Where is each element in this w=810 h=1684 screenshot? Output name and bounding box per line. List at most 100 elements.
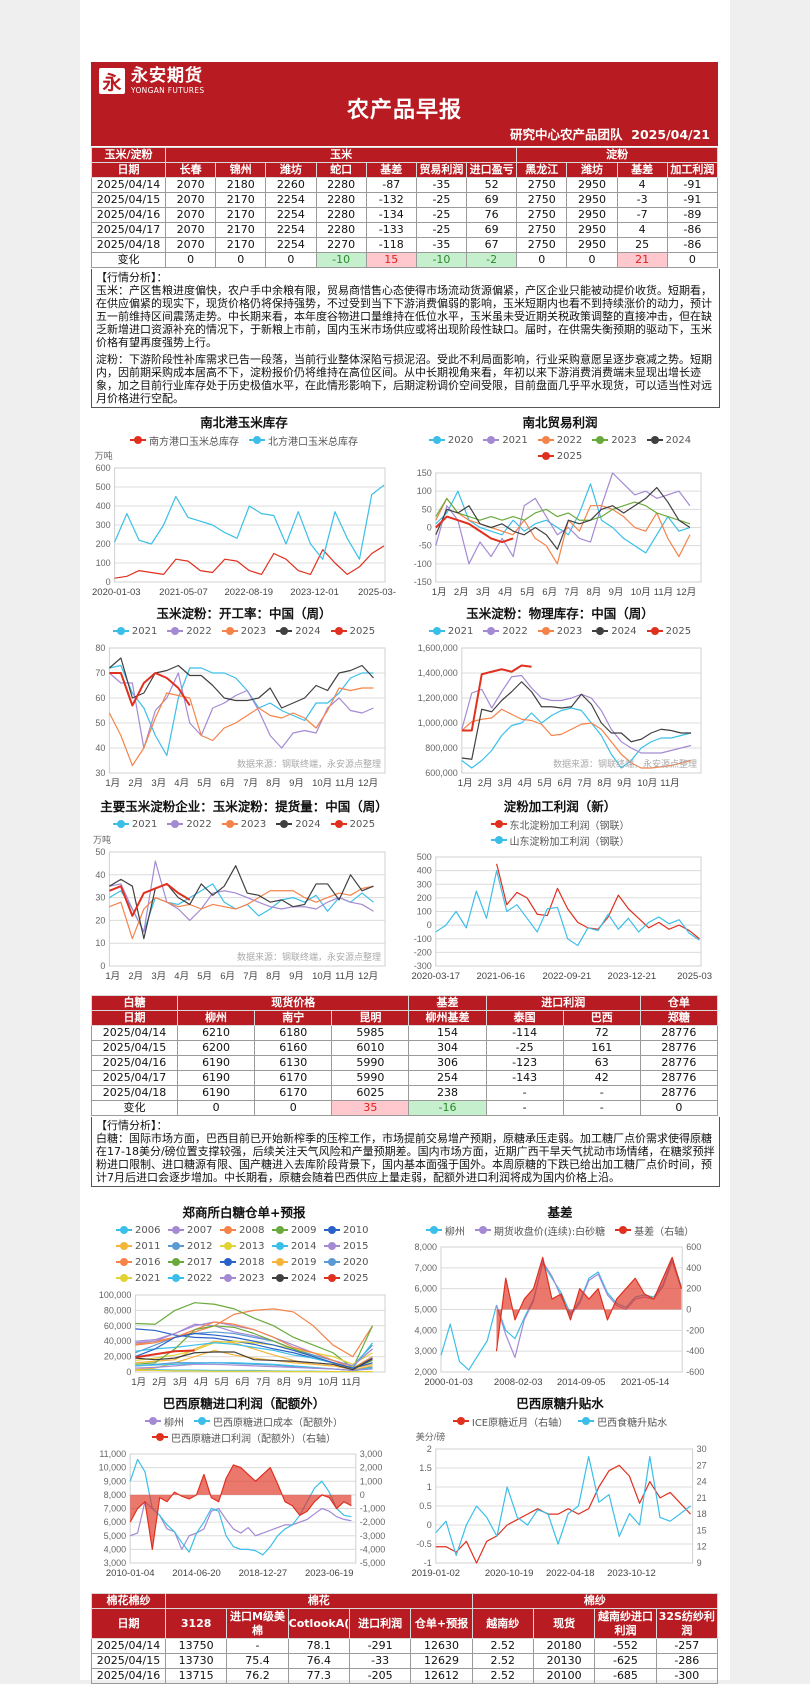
x-tick-label: 3月 xyxy=(151,778,166,789)
legend-item[interactable]: 巴西原糖进口成本（配额外） xyxy=(194,1414,343,1429)
series-line xyxy=(435,472,691,565)
legend-item[interactable]: 2025 xyxy=(330,624,375,638)
legend-item[interactable]: 2022 xyxy=(537,433,582,447)
legend-item[interactable]: 2023 xyxy=(221,624,267,638)
legend-label: 2011 xyxy=(135,1240,161,1252)
x-tick-label: 6月 xyxy=(220,778,235,789)
legend-item[interactable]: 基差（右轴） xyxy=(615,1223,694,1238)
legend-item[interactable]: 2025 xyxy=(646,624,691,638)
legend-label: 2006 xyxy=(135,1224,161,1236)
table-row: 2025/04/17 2070 2170 2254 2280 -133 -25 69 2750 2… xyxy=(91,222,719,238)
legend-item[interactable]: 柳州 xyxy=(145,1414,184,1429)
y-tick-label: 300 xyxy=(417,879,432,889)
value-cell: 6130 xyxy=(254,1055,333,1071)
chart-sugar-warehouse-receipts: 郑商所白糖仓单+预报 2006 2007 2008 2009 2010 2011 2012 20… xyxy=(91,1202,397,1390)
legend-item[interactable]: 2010 xyxy=(324,1223,372,1237)
legend-item[interactable]: 2023 xyxy=(221,817,266,831)
value-cell: 2070 xyxy=(164,222,217,238)
legend-item[interactable]: 山东淀粉加工利润（钢联） xyxy=(490,833,630,848)
x-tick-label: 1月 xyxy=(105,971,120,982)
legend-item[interactable]: 2024 xyxy=(276,817,321,831)
group-header: 白糖 xyxy=(91,995,178,1011)
y2-tick-label: 18 xyxy=(697,1509,707,1519)
legend-marker-icon xyxy=(428,436,445,444)
legend-item[interactable]: 东北淀粉加工利润（钢联） xyxy=(490,817,630,832)
legend-item[interactable]: 2017 xyxy=(168,1255,216,1269)
value-cell: 2070 xyxy=(164,177,217,193)
legend-label: 2008 xyxy=(239,1224,265,1236)
legend-item[interactable]: 2021 xyxy=(112,624,157,638)
x-tick-label: 11月 xyxy=(654,587,673,598)
legend-item[interactable]: 2022 xyxy=(483,624,528,638)
legend-label: 期货收盘价(连续):白砂糖 xyxy=(493,1226,606,1238)
legend-item[interactable]: 2006 xyxy=(116,1223,164,1237)
change-label: 变化 xyxy=(91,1100,178,1116)
legend-marker-icon xyxy=(130,436,146,444)
x-tick-label: 11月 xyxy=(335,971,354,982)
chart-legend: 柳州 期货收盘价(连续):白砂糖 基差（右轴） xyxy=(407,1222,713,1238)
legend-item[interactable]: 2024 xyxy=(646,433,691,447)
legend-item[interactable]: 2023 xyxy=(592,433,637,447)
legend-item[interactable]: 2023 xyxy=(537,624,582,638)
legend-item[interactable]: 2019 xyxy=(272,1255,320,1269)
legend-item[interactable]: 柳州 xyxy=(425,1223,465,1238)
legend-item[interactable]: 2009 xyxy=(272,1223,320,1237)
legend-item[interactable]: 2022 xyxy=(167,817,212,831)
legend-marker-icon xyxy=(474,1226,491,1234)
analysis-heading: 【行情分析】： xyxy=(96,271,168,284)
legend-item[interactable]: 2025 xyxy=(324,1271,372,1285)
legend-item[interactable]: 2021 xyxy=(112,817,157,831)
table-row: 2025/04/16 2070 2170 2254 2280 -134 -25 76 2750 2… xyxy=(91,207,719,223)
value-cell: 2254 xyxy=(265,207,317,223)
legend-item[interactable]: 2018 xyxy=(220,1255,268,1269)
legend-item[interactable]: 2024 xyxy=(592,624,637,638)
y-tick-label: -150 xyxy=(414,577,432,587)
legend-item[interactable]: 2024 xyxy=(276,624,321,638)
x-tick-label: 10月 xyxy=(637,778,657,789)
legend-item[interactable]: 2022 xyxy=(168,1271,216,1285)
legend-item[interactable]: 2007 xyxy=(168,1223,216,1237)
report-byline: 研究中心农产品团队 2025/04/21 xyxy=(510,124,710,143)
legend-item[interactable]: ICE原糖近月（右轴） xyxy=(452,1414,568,1429)
y-tick-label: 60,000 xyxy=(104,1321,132,1331)
legend-item[interactable]: 2021 xyxy=(116,1271,164,1285)
legend-item[interactable]: 2016 xyxy=(116,1255,164,1269)
value-cell: 2254 xyxy=(265,222,317,238)
legend-item[interactable]: 期货收盘价(连续):白砂糖 xyxy=(474,1223,606,1238)
legend-item[interactable]: 2015 xyxy=(324,1239,372,1253)
chart-title: 巴西原糖升贴水 xyxy=(516,1396,604,1411)
change-cell: 0 xyxy=(666,252,719,268)
legend-item[interactable]: 南方港口玉米总库存 xyxy=(130,433,239,448)
series-area xyxy=(130,1464,352,1550)
legend-item[interactable]: 2021 xyxy=(428,624,473,638)
legend-item[interactable]: 2008 xyxy=(220,1223,268,1237)
legend-item[interactable]: 2020 xyxy=(428,433,473,447)
column-header: 进口利润 xyxy=(348,1608,412,1639)
legend-label: 2023 xyxy=(240,625,267,637)
column-header: 泰国 xyxy=(485,1010,564,1026)
legend-item[interactable]: 巴西原糖进口利润（配额外）（右轴） xyxy=(152,1430,336,1445)
legend-item[interactable]: 2011 xyxy=(116,1239,164,1253)
legend-item[interactable]: 2020 xyxy=(324,1255,372,1269)
legend-item[interactable]: 2012 xyxy=(168,1239,216,1253)
legend-item[interactable]: 2025 xyxy=(537,449,582,463)
legend-item[interactable]: 2024 xyxy=(272,1271,320,1285)
y-tick-label: 6,000 xyxy=(104,1517,127,1527)
legend-item[interactable]: 2021 xyxy=(483,433,528,447)
x-tick-label: 1月 xyxy=(131,1377,146,1388)
legend-item[interactable]: 2023 xyxy=(220,1271,268,1285)
legend-item[interactable]: 2025 xyxy=(330,817,375,831)
chart-title: 巴西原糖进口利润（配额外） xyxy=(162,1396,326,1411)
legend-marker-icon xyxy=(490,820,507,828)
value-cell: 2280 xyxy=(315,192,367,208)
value-cell: -114 xyxy=(485,1025,564,1041)
legend-marker-icon xyxy=(490,836,507,844)
legend-item[interactable]: 北方港口玉米总库存 xyxy=(249,433,358,448)
legend-item[interactable]: 2022 xyxy=(167,624,212,638)
legend-item[interactable]: 2014 xyxy=(272,1239,320,1253)
series-line xyxy=(129,1501,352,1550)
y-tick-label: 2 xyxy=(427,1444,432,1454)
legend-item[interactable]: 巴西食糖升贴水 xyxy=(578,1414,667,1429)
legend-item[interactable]: 2013 xyxy=(220,1239,268,1253)
change-cell: - xyxy=(485,1100,564,1116)
